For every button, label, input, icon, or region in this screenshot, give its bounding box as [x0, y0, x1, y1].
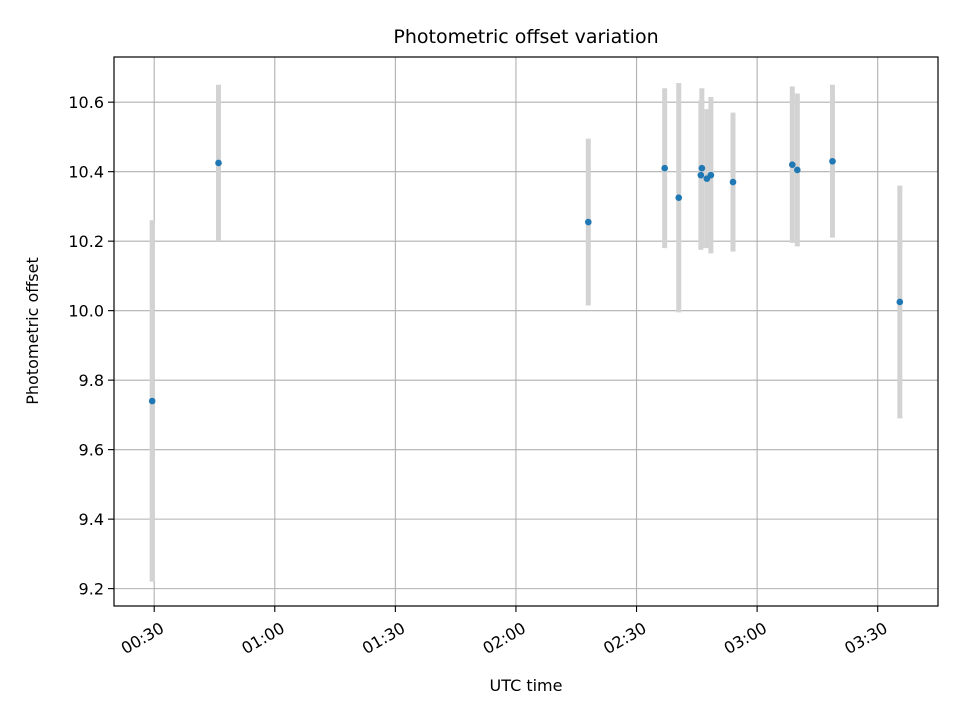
y-tick-label: 9.6 [79, 441, 104, 460]
grid-lines [114, 57, 938, 606]
data-point [215, 159, 222, 167]
data-point [698, 164, 706, 172]
data-point [729, 178, 737, 186]
y-tick-label: 10.6 [68, 93, 104, 112]
y-tick-label: 9.8 [79, 371, 104, 390]
data-point [148, 397, 156, 405]
data-point [585, 218, 592, 226]
data-point [661, 164, 668, 172]
data-point [896, 298, 904, 306]
x-axis-label: UTC time [490, 676, 563, 695]
y-tick-label: 9.2 [79, 580, 104, 599]
data-point [707, 171, 715, 179]
y-tick-label: 9.4 [79, 510, 104, 529]
y-tick-label: 10.4 [68, 163, 104, 182]
data-point [829, 157, 836, 165]
chart-title: Photometric offset variation [393, 26, 658, 48]
data-point [788, 161, 796, 169]
data-point [675, 194, 683, 202]
y-tick-label: 10.2 [68, 232, 104, 251]
data-point [794, 166, 801, 174]
y-axis-label: Photometric offset [23, 257, 42, 405]
y-axis-ticks: 9.2 9.4 9.6 9.8 10.0 10.2 10.4 10.6 [68, 93, 114, 599]
data-point [697, 171, 705, 179]
y-tick-label: 10.0 [68, 302, 104, 321]
data-points [148, 157, 904, 405]
plot-area-frame [113, 56, 939, 607]
